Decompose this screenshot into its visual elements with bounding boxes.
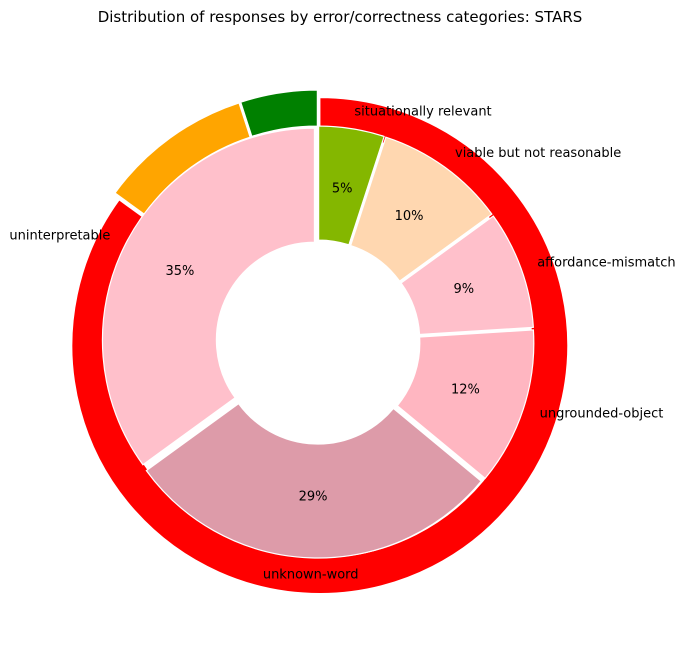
category-label-5: uninterpretable — [9, 229, 110, 244]
inner-ring-wedge-5 — [101, 127, 316, 466]
category-label-1: viable but not reasonable — [455, 146, 621, 161]
category-label-3: ungrounded-object — [540, 407, 664, 422]
inner-ring-wedge-2 — [400, 215, 534, 336]
inner-ring-wedge-3 — [396, 329, 535, 480]
inner-ring — [101, 125, 535, 559]
inner-ring-wedge-0 — [318, 125, 385, 246]
percent-label-4: 29% — [299, 489, 328, 504]
percent-label-5: 35% — [165, 264, 194, 279]
percent-label-3: 12% — [451, 382, 480, 397]
percentage-labels: 5% 10% 9% 12% 29% 35% — [165, 181, 479, 504]
percent-label-0: 5% — [332, 181, 353, 196]
category-label-2: affordance-mismatch — [537, 256, 675, 271]
category-label-4: unknown-word — [263, 567, 359, 582]
category-labels: situationally relevant viable but not rea… — [9, 104, 675, 582]
category-label-0: situationally relevant — [354, 104, 491, 119]
inner-ring-wedge-1 — [349, 136, 493, 282]
outer-ring-wedge-2 — [239, 89, 318, 138]
percent-label-2: 9% — [453, 282, 474, 297]
chart-title: Distribution of responses by error/corre… — [97, 8, 583, 26]
percent-label-1: 10% — [395, 209, 424, 224]
inner-ring-wedge-4 — [145, 402, 483, 559]
